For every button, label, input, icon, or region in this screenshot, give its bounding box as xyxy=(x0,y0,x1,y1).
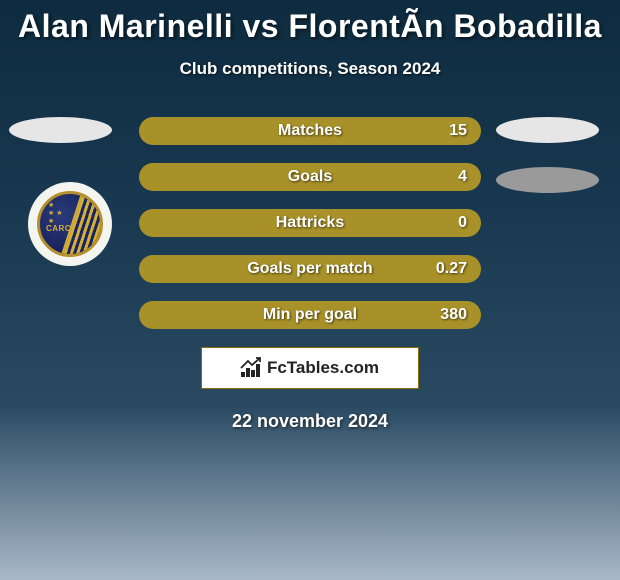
date-line: 22 november 2024 xyxy=(0,411,620,432)
badge-stars-icon: ★★ ★★ xyxy=(48,202,63,226)
infographic-container: Alan Marinelli vs FlorentÃ­n Bobadilla C… xyxy=(0,0,620,580)
stat-row: Min per goal380 xyxy=(139,301,481,329)
stat-row: Goals4 xyxy=(139,163,481,191)
stat-value: 15 xyxy=(449,122,467,140)
player-left-ellipse xyxy=(9,117,112,143)
stat-value: 4 xyxy=(458,168,467,186)
player-right-ellipse-1 xyxy=(496,117,599,143)
club-badge: ★★ ★★ CARC xyxy=(28,182,112,266)
wm-bar xyxy=(241,372,245,377)
stat-value: 0.27 xyxy=(436,260,467,278)
watermark-box: FcTables.com xyxy=(201,347,419,389)
wm-bar xyxy=(256,364,260,377)
subtitle: Club competitions, Season 2024 xyxy=(0,59,620,79)
page-title: Alan Marinelli vs FlorentÃ­n Bobadilla xyxy=(0,0,620,45)
stat-row: Hattricks0 xyxy=(139,209,481,237)
player-right-ellipse-2 xyxy=(496,167,599,193)
stat-label: Matches xyxy=(139,122,481,140)
stat-value: 380 xyxy=(440,306,467,324)
stat-label: Min per goal xyxy=(139,306,481,324)
stats-zone: ★★ ★★ CARC Matches15 Goals4 Hattricks0 Goal… xyxy=(0,117,620,432)
stat-label: Hattricks xyxy=(139,214,481,232)
bar-chart-icon xyxy=(241,359,261,377)
wm-bar xyxy=(251,370,255,377)
stat-value: 0 xyxy=(458,214,467,232)
stat-row: Matches15 xyxy=(139,117,481,145)
stat-label: Goals per match xyxy=(139,260,481,278)
stat-label: Goals xyxy=(139,168,481,186)
club-badge-inner: ★★ ★★ CARC xyxy=(37,191,103,257)
wm-bar xyxy=(246,368,250,377)
stat-row: Goals per match0.27 xyxy=(139,255,481,283)
badge-abbrev: CARC xyxy=(46,224,71,233)
stat-rows: Matches15 Goals4 Hattricks0 Goals per match… xyxy=(139,117,481,329)
watermark-text: FcTables.com xyxy=(267,358,379,378)
